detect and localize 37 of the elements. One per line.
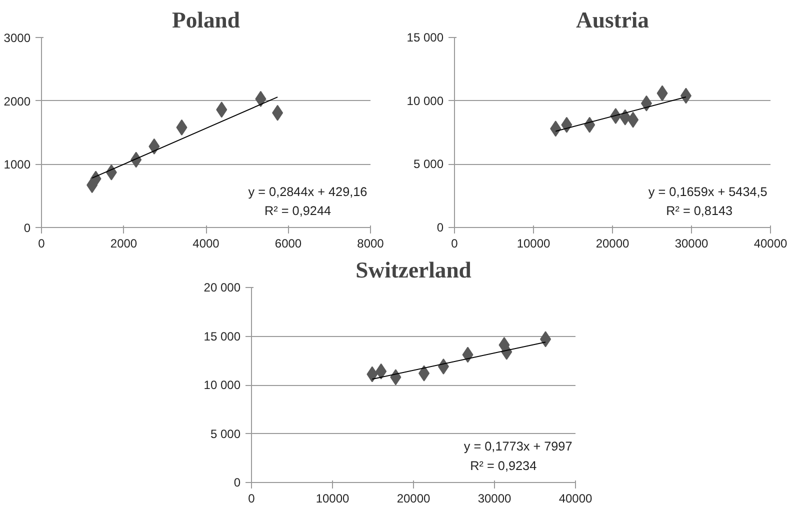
x-tick-label: 8000 xyxy=(357,236,384,250)
x-tick-label: 40000 xyxy=(558,492,593,506)
y-tick-label: 1000 xyxy=(4,158,31,172)
chart-title: Switzerland xyxy=(356,258,472,282)
annotation: y = 0,1659x + 5434,5 xyxy=(648,185,768,199)
y-tick-label: 15 000 xyxy=(406,30,444,44)
y-tick-label: 15 000 xyxy=(204,329,241,344)
y-tick-label: 10 000 xyxy=(406,94,444,108)
x-tick-label: 10000 xyxy=(316,492,350,506)
annotation: R² = 0,8143 xyxy=(666,204,733,218)
x-tick-label: 4000 xyxy=(192,236,220,250)
x-tick-label: 30000 xyxy=(674,236,709,250)
x-tick-label: 30000 xyxy=(478,492,512,506)
y-tick-label: 5 000 xyxy=(413,157,444,172)
y-tick-label: 5 000 xyxy=(210,426,241,441)
x-tick-label: 0 xyxy=(248,492,256,506)
y-tick-label: 20 000 xyxy=(204,280,241,294)
x-tick-label: 6000 xyxy=(274,236,302,250)
annotation: y = 0,2844x + 429,16 xyxy=(248,185,368,199)
annotation: y = 0,1773x + 7997 xyxy=(464,439,572,454)
annotation: R² = 0,9234 xyxy=(470,458,537,473)
x-tick-label: 20000 xyxy=(396,492,431,506)
annotation: R² = 0,9244 xyxy=(264,204,332,218)
x-tick-label: 10000 xyxy=(516,236,551,250)
y-tick-label: 0 xyxy=(436,220,444,234)
y-tick-label: 3000 xyxy=(4,31,31,45)
y-tick-label: 0 xyxy=(24,221,31,235)
chart-title: Poland xyxy=(172,8,240,32)
y-tick-label: 2000 xyxy=(4,94,31,108)
x-tick-label: 2000 xyxy=(110,236,138,250)
y-tick-label: 0 xyxy=(234,476,241,490)
x-tick-label: 0 xyxy=(451,236,458,250)
y-tick-label: 10 000 xyxy=(204,378,241,392)
x-tick-label: 0 xyxy=(38,236,46,250)
chart-title: Austria xyxy=(576,8,650,32)
x-tick-label: 20000 xyxy=(596,236,630,250)
x-tick-label: 40000 xyxy=(754,236,788,250)
